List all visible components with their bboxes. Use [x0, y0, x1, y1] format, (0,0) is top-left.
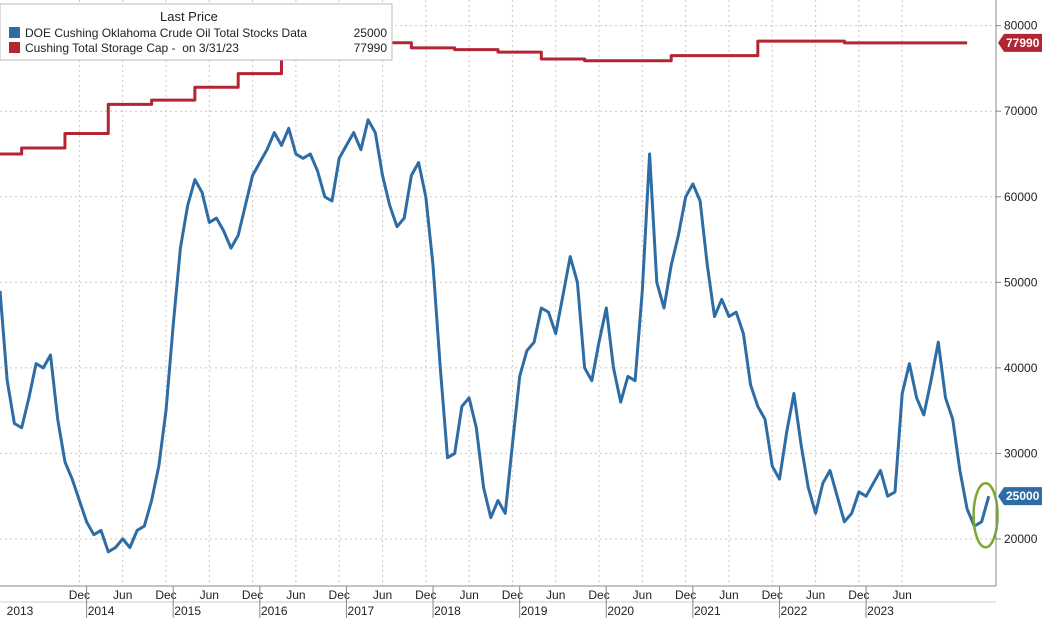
legend-swatch-stocks	[9, 27, 20, 38]
x-month-label: Jun	[719, 588, 738, 602]
x-year-label: 2013	[7, 604, 34, 618]
x-year-label: 2015	[174, 604, 201, 618]
y-tick-label: 40000	[1004, 361, 1038, 375]
legend-box	[0, 3, 393, 61]
x-month-label: Dec	[502, 588, 523, 602]
badge-stocks	[998, 487, 1042, 506]
y-tick-label: 80000	[1004, 19, 1038, 33]
series-line-stocks	[0, 118, 991, 554]
badge-capacity	[998, 33, 1042, 52]
y-tick-label: 30000	[1004, 446, 1038, 460]
legend-title: Last Price	[160, 9, 218, 24]
legend-value-capacity: 77990	[354, 41, 388, 55]
x-month-label: Dec	[329, 588, 350, 602]
x-year-label: 2017	[348, 604, 375, 618]
x-year-label: 2018	[434, 604, 461, 618]
x-month-label: Jun	[459, 588, 478, 602]
x-month-label: Jun	[806, 588, 825, 602]
x-month-label: Jun	[373, 588, 392, 602]
x-month-label: Jun	[633, 588, 652, 602]
x-month-label: Dec	[242, 588, 263, 602]
x-month-label: Dec	[69, 588, 90, 602]
y-tick-label: 20000	[1004, 532, 1038, 546]
x-month-label: Dec	[588, 588, 609, 602]
legend-swatch-capacity	[9, 42, 20, 53]
x-month-label: Dec	[848, 588, 869, 602]
legend-label-capacity: Cushing Total Storage Cap - on 3/31/23	[25, 41, 239, 55]
x-month-label: Dec	[415, 588, 436, 602]
badge-capacity-value: 77990	[1006, 36, 1040, 50]
x-year-label: 2019	[521, 604, 548, 618]
x-year-label: 2016	[261, 604, 288, 618]
x-month-label: Dec	[762, 588, 783, 602]
grid	[0, 0, 996, 586]
badge-stocks-value: 25000	[1006, 489, 1040, 503]
x-month-label: Dec	[675, 588, 696, 602]
y-tick-label: 50000	[1004, 275, 1038, 289]
x-year-label: 2020	[607, 604, 634, 618]
x-year-label: 2014	[88, 604, 115, 618]
x-month-label: Jun	[286, 588, 305, 602]
legend: Last Price DOE Cushing Oklahoma Crude Oi…	[0, 3, 393, 61]
y-tick-label: 70000	[1004, 104, 1038, 118]
x-month-label: Jun	[200, 588, 219, 602]
legend-value-stocks: 25000	[354, 26, 388, 40]
legend-label-stocks: DOE Cushing Oklahoma Crude Oil Total Sto…	[25, 26, 307, 40]
highlight-ellipse	[972, 482, 999, 549]
value-badges: 25000 77990	[998, 33, 1042, 506]
x-month-label: Jun	[892, 588, 911, 602]
annotation-layer	[972, 482, 999, 549]
x-year-label: 2021	[694, 604, 721, 618]
x-year-label: 2023	[867, 604, 894, 618]
series-layer	[0, 39, 991, 554]
x-month-label: Jun	[113, 588, 132, 602]
x-year-label: 2022	[781, 604, 808, 618]
x-month-label: Jun	[546, 588, 565, 602]
x-month-label: Dec	[155, 588, 176, 602]
y-tick-label: 60000	[1004, 190, 1038, 204]
